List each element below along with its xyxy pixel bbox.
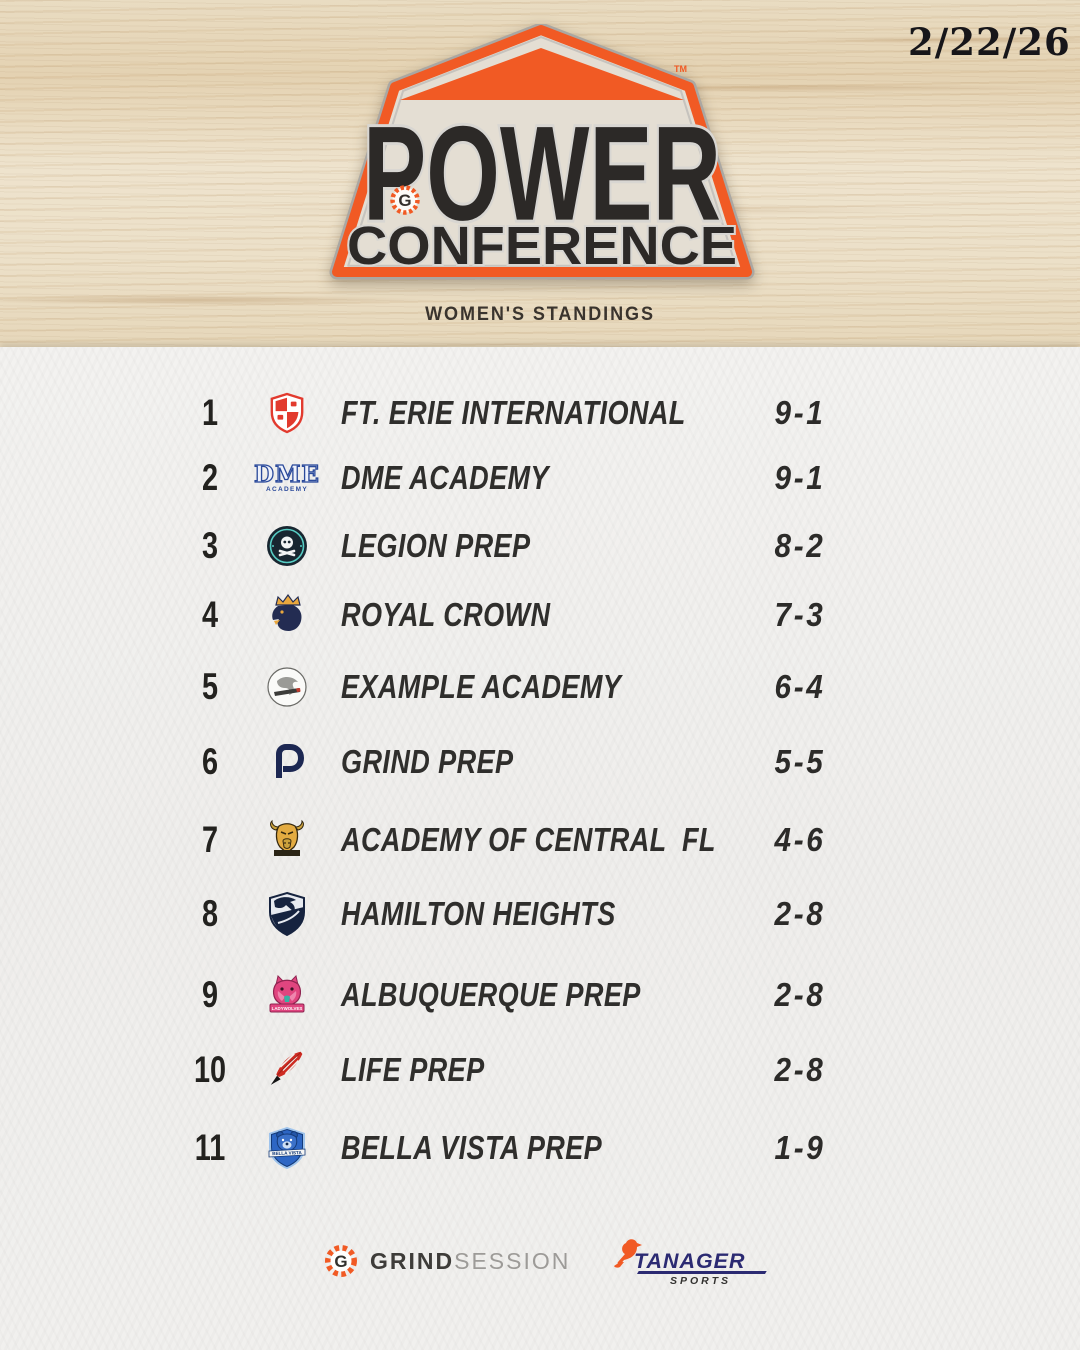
team-record: 4-6 <box>774 821 826 858</box>
team-record: 1-9 <box>774 1129 826 1166</box>
team-name: HAMILTON HEIGHTS <box>341 895 616 932</box>
team-record: 8-2 <box>774 527 826 564</box>
rank-number: 8 <box>201 893 219 934</box>
table-row: 11 BELLA VISTA BELLA VISTA PREP 1-9 <box>0 1112 1080 1184</box>
table-row: 8 HAMILTON HEIGHTS 2-8 <box>0 878 1080 950</box>
table-row: 9 LADYWOLVES ALBUQUERQUE PREP 2-8 <box>0 959 1080 1031</box>
hamilton-heights-hawk-shield-icon <box>256 884 318 944</box>
svg-text:BELLA VISTA: BELLA VISTA <box>272 1150 302 1156</box>
royal-crown-lion-icon <box>256 585 318 645</box>
badge-roof <box>400 48 684 100</box>
albuquerque-ladywolves-icon: LADYWOLVES <box>256 965 318 1025</box>
badge-title-conference: CONFERENCE <box>347 216 737 276</box>
tanager-sports-subtext: SPORTS <box>670 1275 731 1287</box>
table-row: 4 ROYAL CROWN 7-3 <box>0 579 1080 651</box>
table-row: 1 FT. ERIE INTERNATIONAL 9-1 <box>0 377 1080 449</box>
grindsession-gear-icon: G <box>325 1245 357 1277</box>
rank-number: 11 <box>194 1127 226 1168</box>
power-conference-badge: POWER CONFERENCE G TM <box>328 24 756 286</box>
rank-number: 4 <box>201 594 219 635</box>
page-title: WOMEN'S STANDINGS <box>425 304 655 325</box>
team-name: DME ACADEMY <box>341 459 549 496</box>
team-record: 6-4 <box>774 668 826 705</box>
rank-number: 9 <box>201 974 219 1015</box>
rank-number: 6 <box>201 741 219 782</box>
life-prep-feather-icon <box>256 1040 318 1100</box>
table-row: 7 ACADEMY OF CENTRAL FL 4-6 <box>0 804 1080 876</box>
date: 2/22/26 <box>908 20 1071 64</box>
tanager-sports-logo: TANAGER SPORTS <box>612 1238 782 1288</box>
team-record: 9-1 <box>774 394 826 431</box>
team-record: 2-8 <box>774 895 826 932</box>
tanager-bird-icon <box>614 1239 642 1268</box>
table-row: 10 LIFE PREP 2-8 <box>0 1034 1080 1106</box>
rank-number: 10 <box>193 1049 227 1090</box>
rank-number: 2 <box>201 457 219 498</box>
grind-prep-p-icon <box>256 732 318 792</box>
team-name: ALBUQUERQUE PREP <box>341 976 641 1013</box>
team-name: LEGION PREP <box>341 527 531 564</box>
team-record: 2-8 <box>774 1051 826 1088</box>
team-record: 7-3 <box>774 596 826 633</box>
ft-erie-crest-icon <box>256 383 318 443</box>
svg-text:G: G <box>398 191 411 210</box>
rank-number: 1 <box>201 392 219 433</box>
badge-inner-chrome-line <box>347 36 737 267</box>
grindsession-logo: G GRINDSESSION <box>322 1238 570 1284</box>
bella-vista-bear-shield-icon: BELLA VISTA <box>256 1118 318 1178</box>
svg-text:G: G <box>334 1252 347 1271</box>
team-record: 2-8 <box>774 976 826 1013</box>
team-name: ACADEMY OF CENTRAL FL <box>341 821 716 858</box>
badge-graphic: POWER CONFERENCE G TM <box>329 24 755 280</box>
badge-title-power: POWER <box>363 99 721 249</box>
team-record: 5-5 <box>774 743 826 780</box>
badge-gear-g-icon: G <box>390 185 420 215</box>
central-fl-minotaur-icon <box>256 810 318 870</box>
team-name: LIFE PREP <box>341 1051 485 1088</box>
rank-number: 5 <box>201 666 219 707</box>
table-row: 2 DME ACADEMY DME ACADEMY 9-1 <box>0 442 1080 514</box>
rank-number: 3 <box>201 525 219 566</box>
rank-number: 7 <box>201 819 219 860</box>
team-name: EXAMPLE ACADEMY <box>341 668 622 705</box>
tanager-underline <box>637 1271 767 1274</box>
tanager-wordmark: TANAGER <box>634 1250 746 1273</box>
svg-text:LADYWOLVES: LADYWOLVES <box>272 1006 303 1011</box>
team-name: GRIND PREP <box>341 743 514 780</box>
team-name: BELLA VISTA PREP <box>341 1129 603 1166</box>
trademark-mark: TM <box>674 64 687 74</box>
table-row: 6 GRIND PREP 5-5 <box>0 726 1080 798</box>
legion-prep-badge-icon <box>256 516 318 576</box>
grindsession-wordmark: GRINDSESSION <box>370 1247 571 1274</box>
example-academy-eagle-icon <box>256 657 318 717</box>
table-row: 3 LEGION PREP 8-2 <box>0 510 1080 582</box>
team-record: 9-1 <box>774 459 826 496</box>
team-name: FT. ERIE INTERNATIONAL <box>341 394 686 431</box>
dme-academy-wordmark-icon: DME ACADEMY <box>253 460 320 493</box>
table-row: 5 EXAMPLE ACADEMY 6-4 <box>0 651 1080 723</box>
paper-texture-background <box>0 347 1080 1350</box>
team-name: ROYAL CROWN <box>341 596 551 633</box>
